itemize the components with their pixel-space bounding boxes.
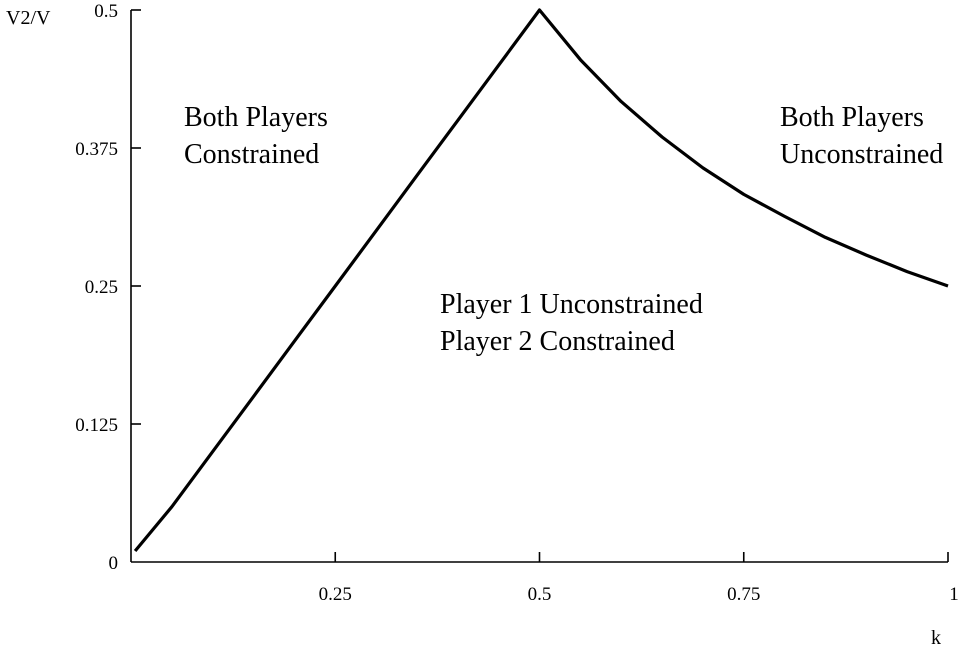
region-label-middle: Player 1 Unconstrained Player 2 Constrai… [440,289,710,357]
x-tick-label: 1 [949,584,959,605]
x-tick-label: 0.25 [319,584,352,605]
region-label-left-line1: Both Players [184,102,328,133]
y-ticks: 0 0.125 0.25 0.375 0.5 [75,1,141,574]
region-label-right-line2: Unconstrained [780,139,943,170]
y-axis-title: V2/V [6,7,51,29]
region-label-middle-line2: Player 2 Constrained [440,326,675,357]
series-line [133,8,949,553]
region-label-right: Both Players Unconstrained [780,102,943,170]
y-tick-label: 0 [109,553,119,574]
y-tick-label: 0.125 [75,415,118,436]
x-tick-label: 0.5 [528,584,552,605]
region-label-left: Both Players Constrained [184,102,335,170]
x-tick-label: 0.75 [727,584,760,605]
region-label-middle-line1: Player 1 Unconstrained [440,289,703,320]
axes [130,10,948,563]
y-tick-label: 0.25 [85,277,118,298]
y-tick-label: 0.5 [94,1,118,22]
y-tick-label: 0.375 [75,139,118,160]
region-label-right-line1: Both Players [780,102,924,133]
x-ticks: 0.25 0.5 0.75 1 [319,552,959,605]
x-axis-title: k [931,627,941,649]
region-label-left-line2: Constrained [184,139,319,170]
